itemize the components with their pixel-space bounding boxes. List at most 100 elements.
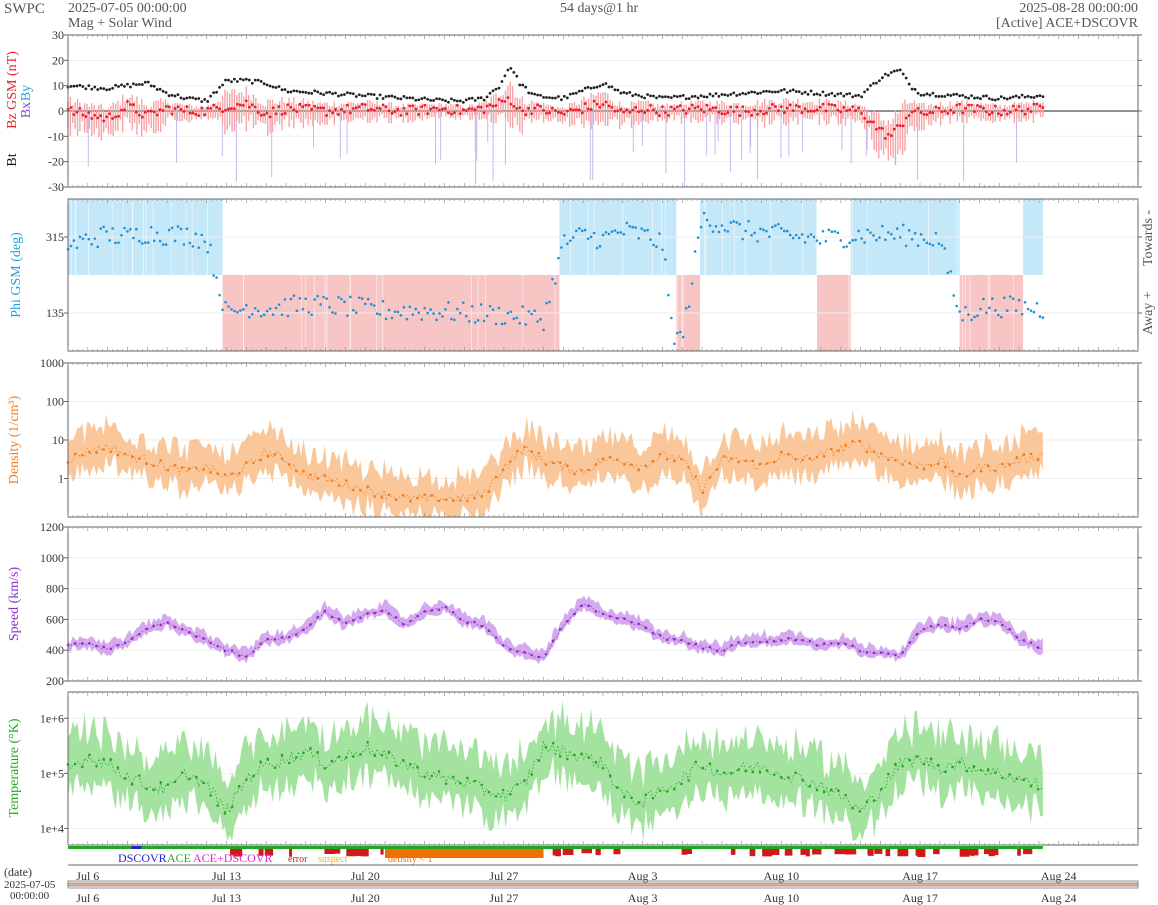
bz-point [557, 110, 560, 114]
bt-point [717, 94, 721, 98]
phi-point [676, 331, 679, 335]
density-point [109, 450, 113, 453]
bz-point [669, 105, 673, 109]
bt-point [372, 93, 376, 97]
speed-point [851, 644, 854, 648]
bt-point [616, 88, 620, 92]
temperature-point [573, 753, 576, 757]
bz-point [461, 108, 465, 111]
temperature-point [936, 763, 940, 767]
bz-point [878, 126, 881, 130]
density-point [615, 458, 619, 461]
speed-point [894, 653, 897, 657]
phi-point [774, 224, 777, 227]
bt-point [322, 93, 326, 97]
bt-point [81, 85, 85, 88]
phi-point [723, 228, 727, 232]
bz-point [81, 113, 85, 117]
phi-point [500, 322, 504, 326]
bt-point [84, 87, 88, 91]
error-mark [289, 849, 293, 857]
speed-point [801, 638, 805, 642]
temperature-point [252, 774, 255, 778]
bz-point [937, 106, 941, 110]
density-point [259, 458, 262, 462]
temperature-point [323, 767, 327, 770]
bz-point [340, 107, 343, 111]
bt-point [524, 85, 528, 89]
bz-point [230, 107, 233, 110]
bt-point [833, 94, 837, 98]
phi-point [96, 245, 100, 249]
phi-point [447, 301, 450, 304]
temperature-point [1036, 787, 1040, 791]
bt-point [782, 87, 786, 91]
bz-point [889, 134, 893, 138]
temperature-point [530, 773, 533, 776]
x-tick-label-top: Aug 24 [1041, 869, 1077, 883]
phi-point [884, 238, 887, 242]
phi-point [649, 238, 652, 241]
x-tick-label-bottom: Jul 13 [212, 891, 241, 905]
speed-range-band [68, 595, 1043, 665]
phi-point [250, 312, 254, 316]
temperature-point [879, 788, 883, 791]
density-point [972, 469, 976, 473]
bz-point [815, 108, 819, 112]
bt-point [444, 99, 447, 103]
phi-point [224, 300, 227, 304]
x-tick-label-bottom: Aug 17 [902, 891, 938, 905]
density-point [908, 461, 912, 465]
bz-point [910, 110, 914, 114]
phi-point [414, 307, 418, 311]
bt-point [209, 94, 213, 98]
bz-point [771, 102, 774, 106]
bz-point [729, 105, 733, 109]
phi-point [928, 242, 932, 246]
speed-point [480, 624, 484, 628]
density-point [979, 469, 983, 473]
bz-point [1020, 109, 1024, 113]
bz-point [476, 105, 480, 109]
bt-point [907, 82, 911, 86]
bt-point [230, 80, 233, 84]
phi-point [355, 311, 358, 314]
bt-point [277, 85, 281, 88]
bz-point [773, 105, 777, 108]
bt-point [185, 96, 189, 100]
y-tick-label: 1e+4 [40, 821, 64, 835]
bz-point [152, 110, 156, 114]
bz-point [357, 105, 361, 109]
bt-point [872, 81, 875, 85]
phi-point [539, 318, 542, 321]
phi-point [762, 228, 765, 232]
bz-point [827, 102, 831, 106]
bt-point [447, 100, 450, 104]
phi-point [108, 239, 111, 242]
density-point [280, 457, 284, 460]
density-point [801, 458, 805, 462]
phi-point [833, 230, 837, 233]
bt-point [625, 91, 629, 95]
phi-point [343, 300, 346, 304]
bt-point [354, 95, 358, 98]
phi-point [824, 239, 828, 243]
bz-point [646, 109, 649, 112]
density-point [330, 479, 334, 483]
phi-point [991, 297, 994, 300]
phi-point [518, 321, 522, 325]
phi-point [848, 241, 851, 245]
bz-point [206, 106, 210, 110]
bz-point [666, 113, 670, 117]
temperature-point [487, 790, 491, 794]
phi-point [1029, 309, 1033, 312]
bt-point [111, 86, 114, 90]
phi-point [919, 233, 923, 236]
bz-point [946, 111, 950, 115]
speed-point [252, 650, 255, 653]
speed-point [508, 648, 512, 651]
bt-point [765, 89, 768, 93]
phi-point [741, 237, 744, 241]
phi-point [491, 308, 495, 311]
bt-point [417, 98, 421, 102]
